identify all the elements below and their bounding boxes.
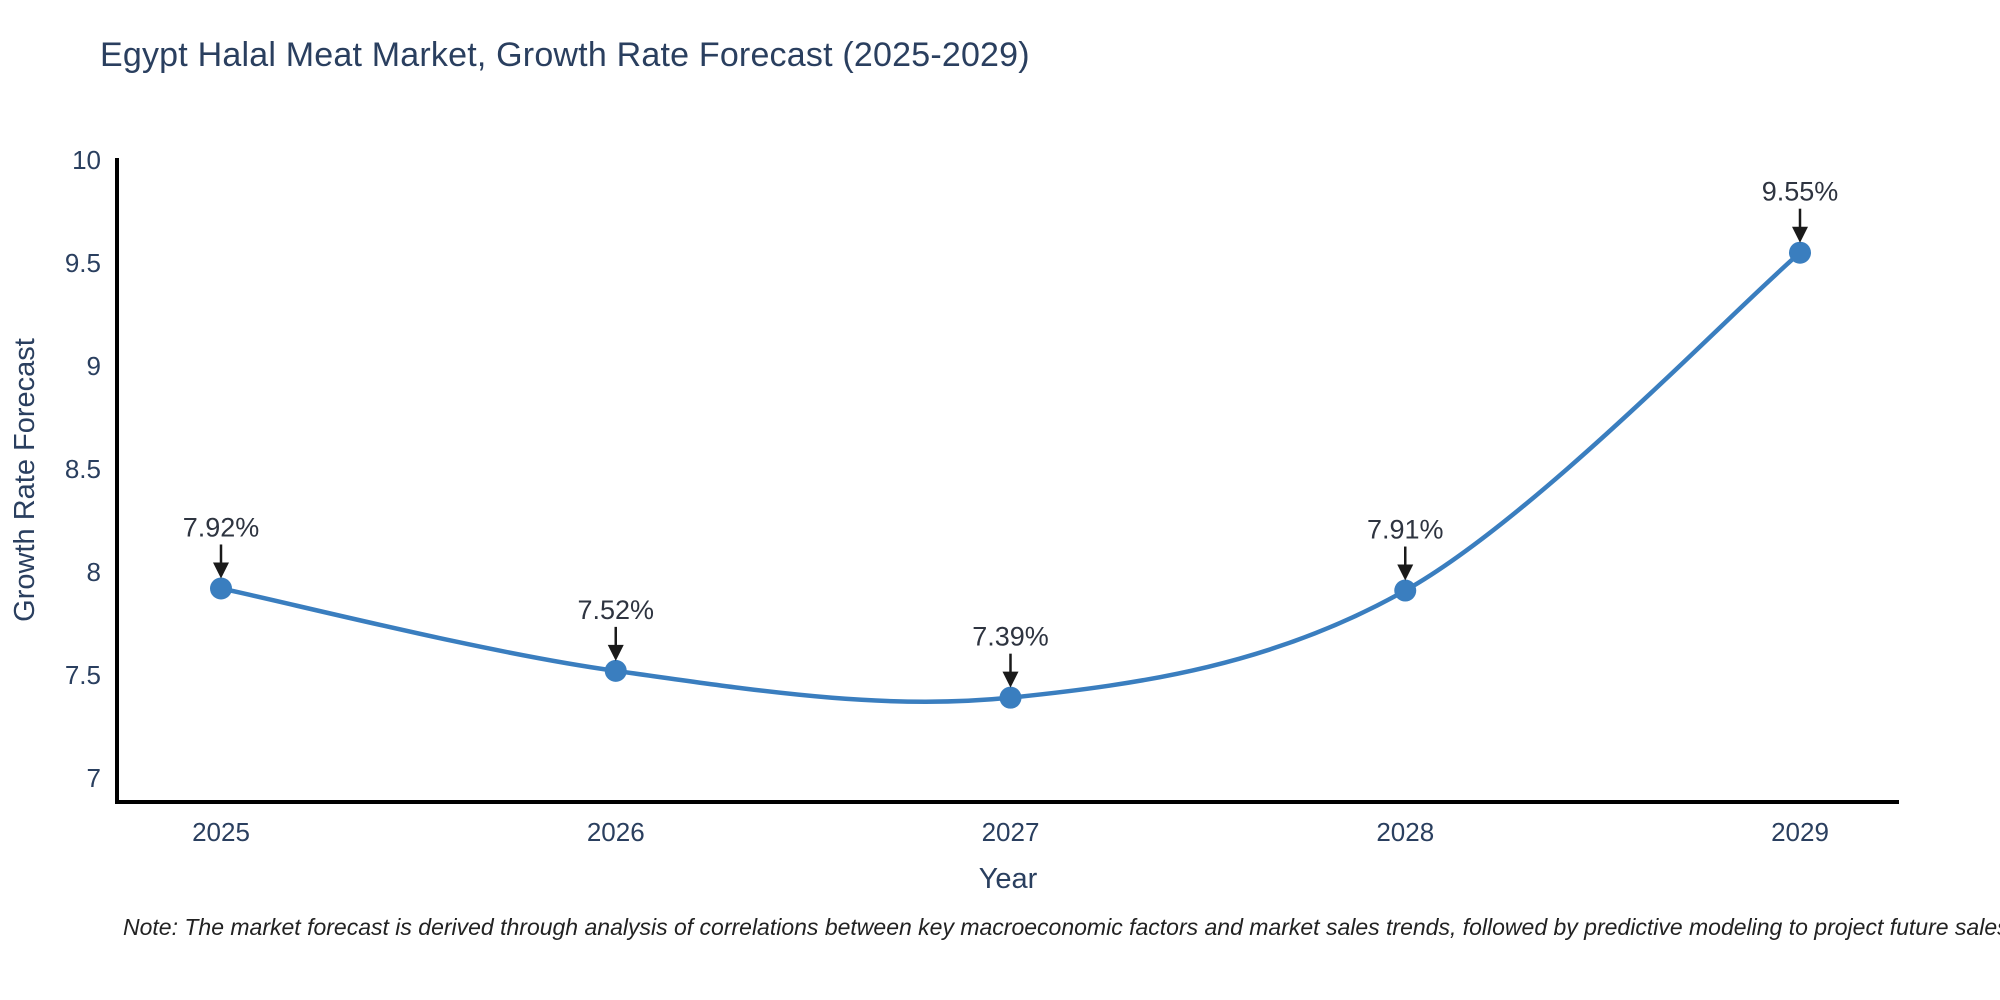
data-point-marker [1394,579,1417,602]
x-tick-label: 2026 [587,817,645,847]
y-tick-label: 8 [87,557,101,587]
chart-footnote: Note: The market forecast is derived thr… [123,914,2000,940]
y-tick-label: 7.5 [65,660,101,690]
point-annotation: 7.91% [1367,515,1444,581]
point-annotation: 9.55% [1762,177,1839,243]
annotation-label: 7.91% [1367,515,1444,545]
y-tick-label: 9 [87,351,101,381]
chart-title: Egypt Halal Meat Market, Growth Rate For… [100,36,1030,74]
annotation-label: 7.92% [183,512,260,542]
x-axis-title: Year [979,863,1038,895]
annotation-label: 7.52% [577,595,654,625]
annotation-arrowhead-icon [1792,226,1808,243]
annotation-arrowhead-icon [1397,564,1414,581]
annotation-arrowhead-icon [1002,671,1019,688]
data-point-marker [1789,241,1811,264]
data-point-marker [210,577,232,600]
y-axis-title: Growth Rate Forecast [9,338,41,622]
x-tick-label: 2029 [1771,817,1829,847]
y-tick-label: 7 [87,763,101,793]
point-annotation: 7.92% [183,512,260,579]
x-tick-label: 2028 [1376,817,1434,847]
annotation-label: 7.39% [972,622,1049,652]
data-point-marker [999,686,1022,709]
point-annotation: 7.39% [972,622,1049,688]
x-tick-label: 2025 [192,817,250,847]
annotation-arrowhead-icon [213,562,229,579]
annotation-label: 9.55% [1762,177,1839,207]
y-tick-label: 10 [72,145,101,175]
annotation-arrowhead-icon [607,644,624,661]
point-annotation: 7.52% [577,595,654,661]
data-point-marker [604,659,627,682]
y-tick-label: 8.5 [65,454,101,484]
x-tick-label: 2027 [982,817,1040,847]
y-tick-label: 9.5 [65,248,101,278]
